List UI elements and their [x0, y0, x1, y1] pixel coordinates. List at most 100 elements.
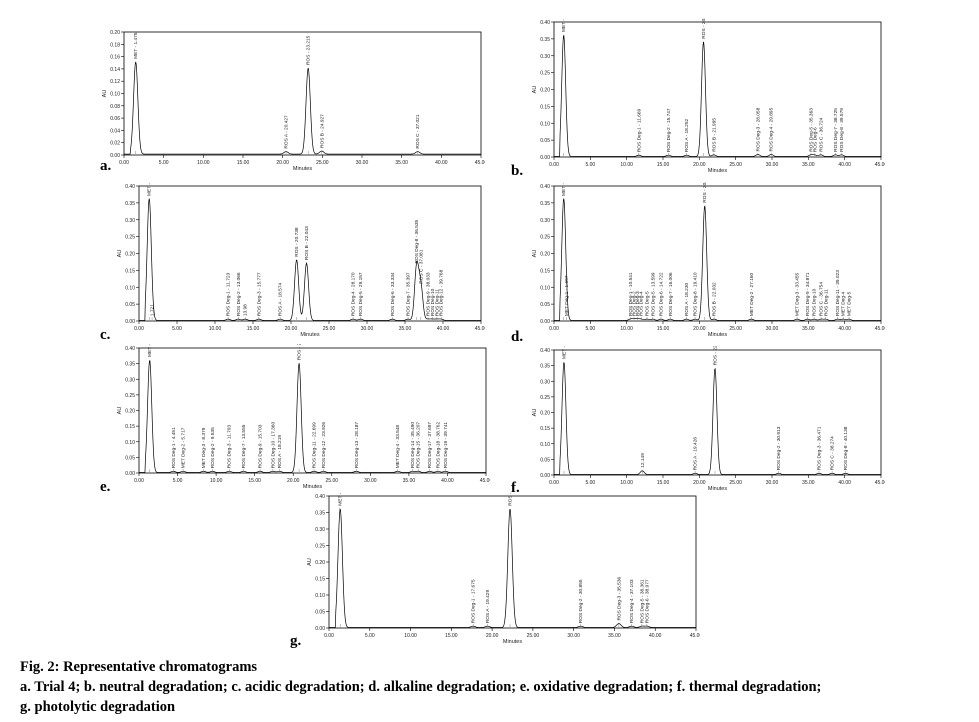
x-tick-label: 5.00 — [365, 633, 375, 639]
peak-label: ROS - 20.574 — [701, 18, 707, 39]
panel-f: 0.00 0.05 0.10 0.15 0.20 0.25 0.30 0.35 0.40 0.00… — [530, 332, 887, 496]
y-tick-label: 0.00 — [125, 471, 135, 477]
x-tick-label: 20.00 — [276, 160, 289, 166]
y-tick-label: 0.00 — [110, 153, 120, 159]
caption-line-1: a. Trial 4; b. neutral degradation; c. a… — [20, 679, 822, 695]
chromatogram-trace — [139, 198, 481, 321]
panel-letter-f: f. — [511, 480, 520, 496]
y-tick-label: 0.05 — [125, 455, 135, 461]
y-tick-label: 0.35 — [540, 364, 550, 370]
panel-letter-g: g. — [290, 633, 302, 649]
panel-e: 0.00 0.05 0.10 0.15 0.20 0.25 0.30 0.35 0.40 0.00… — [115, 330, 492, 494]
y-tick-label: 0.30 — [540, 218, 550, 224]
y-tick-label: 0.40 — [540, 348, 550, 354]
peak-label: MET Deg-4 - 33.548 — [395, 425, 401, 469]
peak-label: ROS Deg-3 - 36.471 — [817, 426, 823, 470]
x-tick-label: 20.00 — [285, 326, 298, 332]
peak-label: ROS Deg-11 - 39.023 — [835, 270, 841, 316]
peak-label: ROS B - 22.032 — [712, 282, 718, 316]
x-tick-label: 5.00 — [585, 480, 595, 486]
x-tick-label: 25.00 — [729, 162, 742, 168]
x-axis-label: Minutes — [293, 166, 313, 171]
y-tick-label: 0.20 — [540, 252, 550, 258]
y-tick-label: 0.05 — [125, 302, 135, 308]
y-tick-label: 0.35 — [125, 362, 135, 368]
x-tick-label: 25.00 — [527, 633, 540, 639]
peak-label: ROS Deg-10 - 17.360 — [270, 422, 276, 469]
y-tick-label: 0.40 — [315, 494, 325, 500]
panel-a: 0.00 0.02 0.04 0.06 0.08 0.10 0.12 0.14 0.16 0.18… — [100, 28, 487, 176]
peak-label: ROS Deg-13 - 28.187 — [354, 422, 360, 469]
peak-label: ROS Deg-1 - 10.541 — [628, 272, 634, 316]
chromatogram-d: 0.00 0.05 0.10 0.15 0.20 0.25 0.30 0.35 0.40 0.00… — [532, 169, 887, 338]
peak-label: ROS Deg-5 - 35.363 — [808, 108, 814, 152]
y-tick-label: 0.10 — [540, 285, 550, 291]
x-tick-label: 0.00 — [549, 480, 559, 486]
peak-label: ROS Deg-10 — [812, 288, 818, 316]
peak-label: ROS Deg-8 - 36.535 — [414, 219, 420, 263]
chromatogram-f: 0.00 0.05 0.10 0.15 0.20 0.25 0.30 0.35 0.40 0.00… — [532, 332, 887, 492]
peak-label: MET Deg-4 — [841, 291, 847, 316]
peak-label: ROS Deg-9 - 15.703 — [258, 424, 264, 468]
x-tick-label: 20.00 — [693, 480, 706, 486]
x-tick-label: 45.00 — [875, 162, 885, 168]
y-axis-label: AU — [532, 409, 538, 417]
x-tick-label: 35.00 — [608, 633, 621, 639]
x-tick-label: 30.00 — [361, 326, 374, 332]
y-tick-label: 0.25 — [125, 235, 135, 241]
x-axis-label: Minutes — [300, 332, 320, 337]
peak-label: ROS Deg-3 - 28.058 — [755, 107, 761, 151]
peak-label: ROS Deg-15 - 36.207 — [416, 422, 422, 469]
y-tick-label: 0.05 — [540, 302, 550, 308]
x-tick-label: 25.00 — [729, 480, 742, 486]
x-tick-label: 10.00 — [620, 480, 633, 486]
x-tick-label: 45.00 — [475, 326, 485, 332]
peak-label: ROS Deg-3 — [635, 291, 641, 316]
x-tick-label: 40.00 — [435, 160, 448, 166]
peak-label: ROS Deg-12 - 39.768 — [439, 269, 445, 316]
x-tick-label: 15.00 — [248, 478, 261, 484]
x-tick-label: 15.00 — [657, 480, 670, 486]
x-axis-label: Minutes — [303, 484, 323, 489]
chromatogram-e: 0.00 0.05 0.10 0.15 0.20 0.25 0.30 0.35 0.40 0.00… — [117, 330, 492, 490]
y-tick-label: 0.08 — [110, 104, 120, 110]
peak-label: ROS Deg-1 - 11.723 — [226, 272, 232, 316]
peak-label: ROS Deg-8 - 39.579 — [839, 108, 845, 152]
y-tick-label: 0.40 — [125, 346, 135, 352]
y-tick-label: 0.15 — [315, 577, 325, 583]
y-tick-label: 0.20 — [540, 411, 550, 417]
x-tick-label: 5.00 — [159, 160, 169, 166]
x-tick-label: 15.00 — [657, 162, 670, 168]
x-tick-label: 0.00 — [119, 160, 129, 166]
peak-label: ROS C - 38.274 — [830, 436, 836, 470]
peak-label: ROS Deg-7 - 38.725 — [833, 108, 839, 152]
chromatogram-b: 0.00 0.05 0.10 0.15 0.20 0.25 0.30 0.35 0.40 0.00… — [532, 5, 887, 174]
chromatogram-a: 0.00 0.02 0.04 0.06 0.08 0.10 0.12 0.14 0.16 0.18… — [102, 30, 487, 172]
x-tick-label: 0.00 — [549, 326, 559, 332]
x-tick-label: 45.00 — [875, 480, 885, 486]
peak-label: ROS Deg-14 - 35.490 — [410, 422, 416, 469]
y-tick-label: 0.40 — [125, 184, 135, 190]
y-tick-label: 0.10 — [110, 92, 120, 98]
peak-label: MET Deg-2 - 5.717 — [181, 427, 187, 468]
chromatogram-trace — [554, 362, 881, 475]
peak-label: ROS Deg-7 - 16.006 — [668, 272, 674, 316]
x-tick-label: 15.00 — [237, 160, 250, 166]
y-tick-label: 0.30 — [315, 527, 325, 533]
peak-label: MET - 1.373 — [338, 492, 344, 506]
peak-label: ROS A - 18.574 — [278, 282, 284, 316]
peak-label: 1.721 — [150, 304, 156, 316]
peak-label: MET - 1.344 — [147, 182, 153, 196]
y-tick-label: 0.20 — [125, 409, 135, 415]
x-tick-label: 20.00 — [693, 326, 706, 332]
y-tick-label: 0.00 — [540, 473, 550, 479]
x-tick-label: 40.00 — [441, 478, 454, 484]
y-tick-label: 0.12 — [110, 79, 120, 85]
y-tick-label: 0.20 — [125, 252, 135, 258]
peak-label: ROS Deg-2 — [631, 291, 637, 316]
peak-label: MET Deg-3 - 8.379 — [201, 427, 207, 468]
peak-label: MET Deg-5 — [847, 291, 853, 316]
peak-label: ROS A - 18.252 — [684, 118, 690, 152]
peak-label: ROS Deg-18 - 38.762 — [435, 422, 441, 469]
y-tick-label: 0.25 — [540, 235, 550, 241]
